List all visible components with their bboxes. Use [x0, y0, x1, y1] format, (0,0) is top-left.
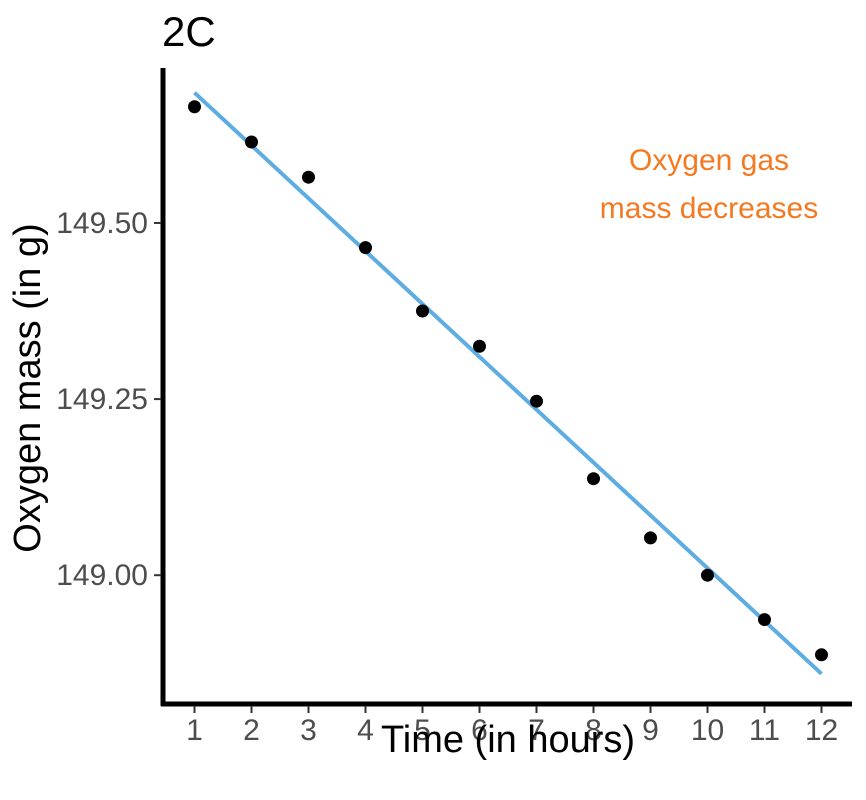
data-point	[587, 472, 600, 486]
x-tick-label: 8	[585, 714, 602, 747]
x-tick-label: 10	[691, 714, 724, 747]
data-point	[188, 100, 201, 114]
data-point	[758, 613, 771, 627]
data-point	[701, 568, 714, 582]
x-tick-label: 9	[642, 714, 659, 747]
chart-title: 2C	[162, 8, 216, 55]
y-axis-label: Oxygen mass (in g)	[7, 223, 49, 552]
trend-line-layer	[193, 91, 823, 676]
x-tick-label: 6	[471, 714, 488, 747]
x-tick-label: 11	[749, 714, 780, 747]
y-tick-label: 149.25	[56, 383, 148, 416]
annotation-line-2: mass decreases	[600, 192, 818, 225]
data-point	[359, 241, 372, 255]
annotation-line-1: Oxygen gas	[629, 144, 789, 177]
data-point	[530, 394, 543, 408]
data-point	[473, 339, 486, 353]
trend-line	[193, 91, 823, 676]
x-tick-label: 3	[300, 714, 317, 747]
x-tick-label: 5	[414, 714, 431, 747]
data-points-layer	[188, 100, 828, 662]
x-tick-label: 12	[805, 714, 838, 747]
y-ticks-layer: 149.00 149.25 149.50	[56, 207, 161, 592]
x-tick-label: 1	[186, 714, 203, 747]
x-tick-label: 7	[528, 714, 545, 747]
x-axis-label: Time (in hours)	[381, 719, 635, 761]
data-point	[815, 648, 828, 662]
x-ticks-layer: 1 2 3 4 5 6 7 8 9 10 11 12	[186, 706, 838, 747]
x-tick-label: 4	[357, 714, 374, 747]
data-point	[416, 304, 429, 318]
y-tick-label: 149.00	[56, 559, 148, 592]
x-tick-label: 2	[243, 714, 260, 747]
data-point	[302, 170, 315, 184]
data-point	[644, 531, 657, 545]
y-tick-label: 149.50	[56, 207, 148, 240]
data-point	[245, 135, 258, 149]
